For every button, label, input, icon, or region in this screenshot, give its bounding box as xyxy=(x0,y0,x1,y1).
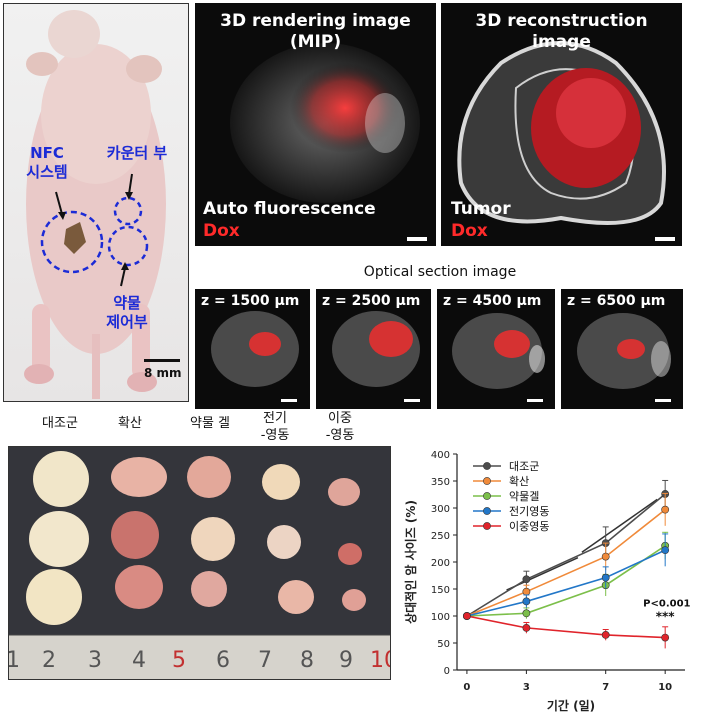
ruler-number-7: 7 xyxy=(258,648,272,673)
legend-marker xyxy=(483,462,491,470)
ruler-number-9: 9 xyxy=(339,648,353,673)
ruler-number-2: 2 xyxy=(42,648,56,673)
ruler-number-10: 10 xyxy=(370,648,390,673)
mouse-illustration xyxy=(24,10,180,399)
render-title: 3D rendering image (MIP) xyxy=(220,11,411,52)
recon-panel: 3D reconstruction image Tumor Dox xyxy=(441,3,682,246)
y-tick-label: 400 xyxy=(431,450,450,461)
optical-section-title: Optical section image xyxy=(363,264,517,280)
legend-marker xyxy=(483,477,491,485)
recon-label-tumor: Tumor xyxy=(451,199,511,219)
legend-label: 전기영동 xyxy=(509,505,549,518)
y-tick-label: 350 xyxy=(431,477,450,488)
y-tick-label: 0 xyxy=(444,666,450,677)
legend-label: 약물겔 xyxy=(509,489,539,503)
y-tick-label: 50 xyxy=(437,639,450,650)
column-label-diffusion: 확산 xyxy=(118,416,142,431)
data-point xyxy=(522,623,531,632)
render-panel: 3D rendering image (MIP) Auto fluorescen… xyxy=(195,3,436,246)
y-tick-label: 300 xyxy=(431,504,450,515)
render-label-auto: Auto fluorescence xyxy=(203,199,376,219)
optical-section-4: z = 6500 μm xyxy=(561,289,683,409)
section-label-1: z = 1500 μm xyxy=(201,293,300,309)
y-axis-label: 상대적인 암 사이즈 (%) xyxy=(403,500,418,624)
tumor-photo-panel: 1 2 3 4 5 6 7 8 9 10 xyxy=(8,446,391,680)
column-label-electro: 전기 -영동 xyxy=(260,411,290,443)
column-label-gel: 약물 겔 xyxy=(189,416,230,431)
significance-stars: *** xyxy=(656,609,676,623)
section-label-4: z = 6500 μm xyxy=(567,293,666,309)
y-tick-label: 150 xyxy=(431,585,450,596)
section-label-3: z = 4500 μm xyxy=(443,293,542,309)
data-point xyxy=(601,630,610,639)
recon-image xyxy=(457,41,666,225)
series-line xyxy=(466,549,666,617)
x-tick-label: 10 xyxy=(658,682,672,693)
series-line xyxy=(466,508,666,617)
section-scalebar-2 xyxy=(404,399,420,402)
render-scalebar xyxy=(407,237,427,241)
tumor-size-chart: 0 50 100 150 200 250 300 350 400 0 3 7 10 기간 (일) 상대적인 … xyxy=(403,450,691,712)
column-label-control: 대조군 xyxy=(42,416,78,431)
series-line xyxy=(466,493,666,617)
mouse-photo-panel: NFC 시스템 카운터 부 약물 제어부 8 mm xyxy=(3,3,189,402)
nfc-system-label: NFC 시스템 xyxy=(26,144,68,181)
section-scalebar-1 xyxy=(281,399,297,402)
section-label-2: z = 2500 μm xyxy=(322,293,421,309)
y-tick-label: 100 xyxy=(431,612,450,623)
x-tick-label: 7 xyxy=(602,682,609,693)
optical-section-3: z = 4500 μm xyxy=(437,289,555,409)
y-tick-label: 250 xyxy=(431,531,450,542)
data-point xyxy=(522,597,531,606)
legend-label: 확산 xyxy=(509,475,529,488)
x-tick-label: 3 xyxy=(523,682,530,693)
legend-marker xyxy=(483,522,491,530)
series-line xyxy=(466,545,666,617)
legend-label: 이중영동 xyxy=(509,520,549,533)
recon-scalebar xyxy=(655,237,675,241)
optical-section-1: z = 1500 μm xyxy=(195,289,310,409)
legend-label: 대조군 xyxy=(509,460,539,473)
p-value-annotation: P<0.001 xyxy=(643,598,690,609)
column-label-dual: 이중 -영동 xyxy=(325,411,355,443)
data-point xyxy=(661,633,670,642)
legend-marker xyxy=(483,507,491,515)
ruler-number-3: 3 xyxy=(88,648,102,673)
legend-marker xyxy=(483,492,491,500)
ruler-number-8: 8 xyxy=(300,648,314,673)
section-scalebar-4 xyxy=(655,399,671,402)
y-tick-label: 200 xyxy=(431,558,450,569)
recon-label-dox: Dox xyxy=(451,221,488,241)
counter-label: 카운터 부 xyxy=(106,144,168,162)
ruler-number-1: 1 xyxy=(9,648,20,673)
scale-label: 8 mm xyxy=(144,366,182,380)
data-point xyxy=(463,612,471,620)
render-image xyxy=(230,43,420,203)
data-point xyxy=(522,587,531,596)
drug-control-label: 약물 제어부 xyxy=(106,294,148,331)
optical-section-2: z = 2500 μm xyxy=(316,289,431,409)
data-point xyxy=(522,575,531,584)
data-point xyxy=(661,505,670,514)
x-axis-label: 기간 (일) xyxy=(547,698,595,712)
data-point xyxy=(601,573,610,582)
render-label-dox: Dox xyxy=(203,221,240,241)
ruler-number-6: 6 xyxy=(216,648,230,673)
x-tick-label: 0 xyxy=(463,682,470,693)
ruler-number-5: 5 xyxy=(172,648,186,673)
data-point xyxy=(661,546,670,555)
tumor-samples xyxy=(9,447,390,679)
trend-line-right xyxy=(581,498,658,553)
data-point xyxy=(601,552,610,561)
ruler-number-4: 4 xyxy=(132,648,146,673)
recon-title: 3D reconstruction image xyxy=(475,11,648,52)
section-scalebar-3 xyxy=(527,399,543,402)
series-line xyxy=(466,615,666,639)
data-point xyxy=(522,609,531,618)
ruler: 1 2 3 4 5 6 7 8 9 10 xyxy=(9,648,390,678)
